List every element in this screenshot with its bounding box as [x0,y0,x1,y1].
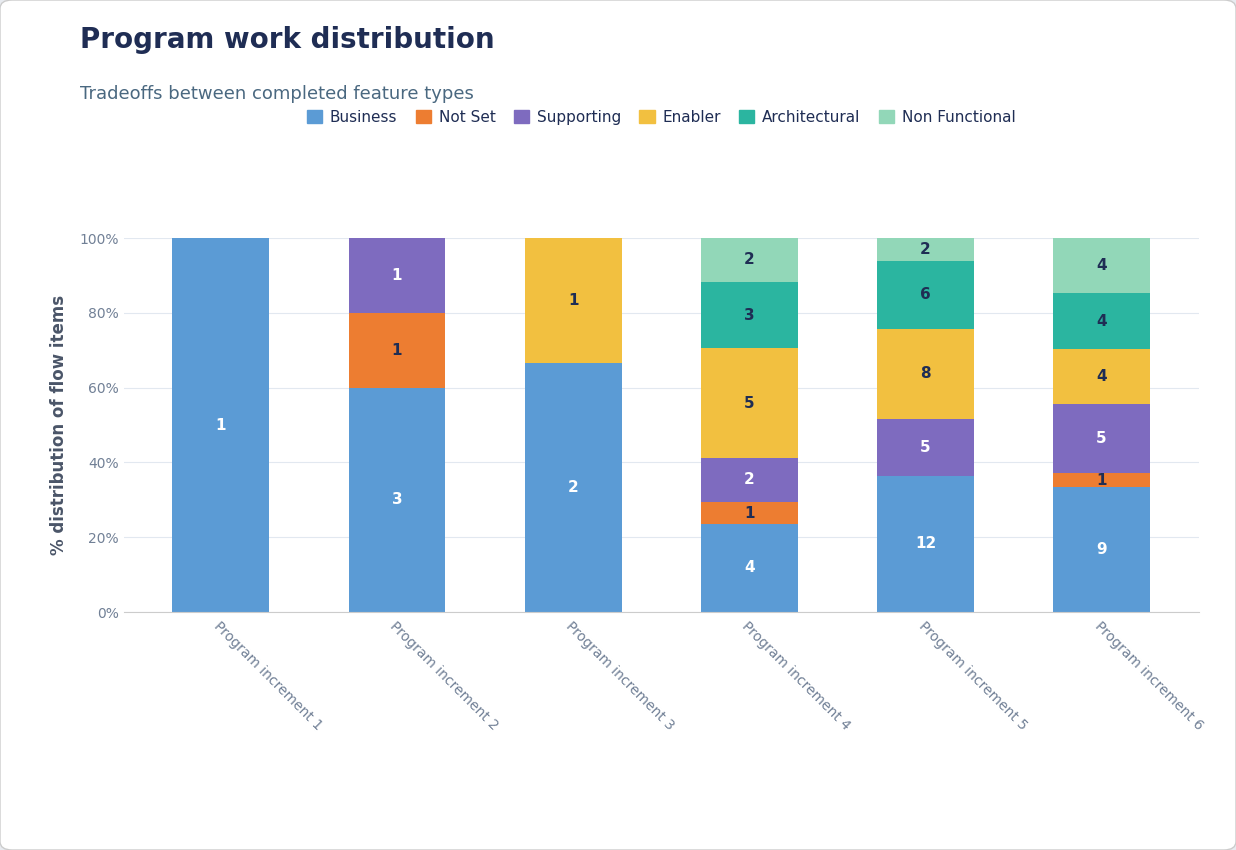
Bar [701,458,797,502]
Text: 5: 5 [744,395,755,411]
Bar [1053,348,1149,405]
Bar [701,524,797,612]
Bar [1053,405,1149,473]
Text: Program work distribution: Program work distribution [80,26,494,54]
Bar [701,238,797,282]
Text: 12: 12 [915,536,936,552]
Text: 1: 1 [392,343,402,358]
Bar [349,238,445,313]
Bar [878,419,974,476]
Text: 3: 3 [392,492,403,507]
Bar [878,329,974,419]
Text: 6: 6 [920,287,931,302]
Bar [525,363,622,612]
Bar [701,282,797,348]
Bar [349,313,445,388]
Bar [173,238,269,612]
Text: 4: 4 [1096,369,1107,384]
Bar [701,348,797,458]
Text: 2: 2 [920,242,931,257]
Bar [878,238,974,261]
Text: 5: 5 [1096,431,1107,446]
Text: 1: 1 [567,293,578,308]
Text: 4: 4 [1096,314,1107,329]
Text: Tradeoffs between completed feature types: Tradeoffs between completed feature type… [80,85,475,103]
Bar [525,238,622,363]
Text: 3: 3 [744,308,755,322]
Y-axis label: % distribution of flow items: % distribution of flow items [51,295,68,555]
Bar [1053,238,1149,293]
Bar [1053,473,1149,487]
Text: 2: 2 [744,473,755,488]
Bar [878,476,974,612]
Legend: Business, Not Set, Supporting, Enabler, Architectural, Non Functional: Business, Not Set, Supporting, Enabler, … [300,104,1022,131]
Text: 2: 2 [744,252,755,268]
Text: 9: 9 [1096,542,1107,557]
Text: 4: 4 [744,560,755,575]
Bar [878,261,974,329]
Text: 1: 1 [744,506,755,520]
Text: 8: 8 [920,366,931,382]
Text: 1: 1 [1096,473,1107,488]
Text: 5: 5 [920,440,931,455]
Bar [1053,293,1149,348]
Bar [1053,487,1149,612]
Text: 4: 4 [1096,258,1107,273]
Bar [701,502,797,524]
Text: 1: 1 [215,417,226,433]
Text: 1: 1 [392,268,402,283]
Bar [349,388,445,612]
Text: 2: 2 [567,480,578,495]
